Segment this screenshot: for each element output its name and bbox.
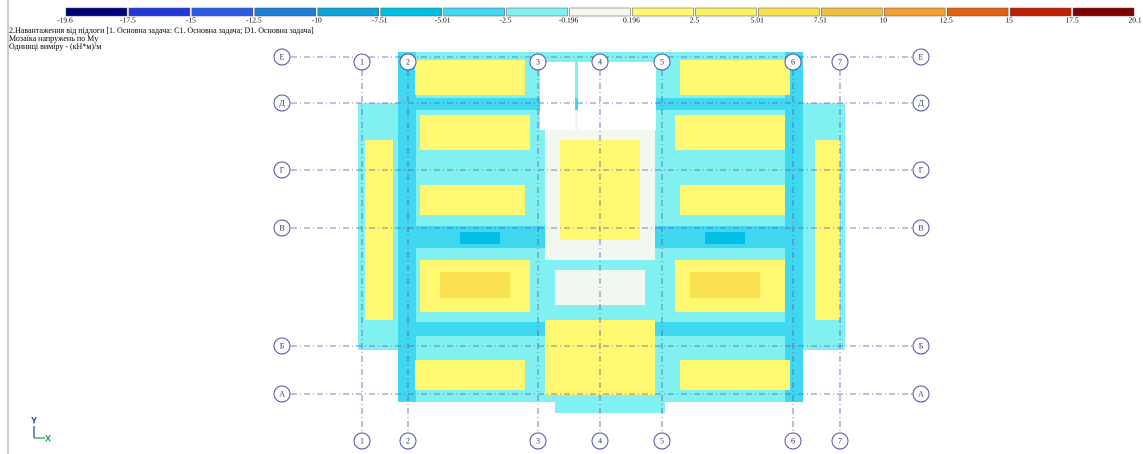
row-axis-label: Б	[280, 341, 285, 350]
column-axis-label: 1	[360, 436, 364, 445]
legend-swatch	[632, 8, 693, 16]
row-axis-label: Б	[919, 341, 924, 350]
row-axis-label: В	[918, 223, 923, 232]
row-axis-label: Г	[919, 165, 924, 174]
legend-label: 7.51	[814, 16, 827, 25]
column-axis-label: 3	[536, 436, 540, 445]
column-axis-label: 5	[660, 57, 664, 66]
header-line: Одиниці виміру - (кН*м)/м	[9, 42, 101, 51]
x-axis-label: X	[45, 433, 51, 443]
legend-label: -15	[186, 16, 196, 25]
column-axis-label: 7	[838, 436, 842, 445]
legend-label: -12.5	[246, 16, 262, 25]
row-axis-label: Д	[279, 98, 285, 107]
legend-swatch	[1073, 8, 1134, 16]
legend-label: -7.51	[372, 16, 388, 25]
legend-swatch	[66, 8, 127, 16]
legend-label: 2.5	[690, 16, 700, 25]
legend-swatch	[570, 8, 631, 16]
row-axis-label: А	[279, 389, 285, 398]
legend-label: 5.01	[751, 16, 764, 25]
column-axis-label: 6	[791, 57, 795, 66]
legend-swatch	[318, 8, 379, 16]
legend-label: -17.5	[120, 16, 136, 25]
row-axis-label: Д	[918, 98, 924, 107]
column-axis-label: 6	[791, 436, 795, 445]
legend-swatch	[758, 8, 819, 16]
legend-label: -5.01	[435, 16, 451, 25]
stress-mosaic	[358, 52, 845, 413]
legend-label: 12.5	[940, 16, 953, 25]
column-axis-label: 1	[360, 57, 364, 66]
legend-label: -19.6	[57, 16, 73, 25]
legend-swatch	[129, 8, 190, 16]
column-axis-label: 5	[660, 436, 664, 445]
row-axis-label: В	[279, 223, 284, 232]
column-axis-label: 2	[406, 57, 410, 66]
row-axis-label: Е	[280, 52, 285, 61]
legend-swatch	[255, 8, 316, 16]
legend-label: -2.5	[500, 16, 512, 25]
legend-swatch	[821, 8, 882, 16]
legend-swatch	[1010, 8, 1071, 16]
legend-swatch	[947, 8, 1008, 16]
legend-label: 15	[1005, 16, 1013, 25]
legend-swatch	[381, 8, 442, 16]
legend-swatch	[695, 8, 756, 16]
legend-label: 10	[879, 16, 887, 25]
legend-label: 20.1	[1128, 16, 1141, 25]
legend-label: 0.196	[623, 16, 640, 25]
screen: Е Е Д Д Г Г В В Б Б А А 1 1 2 2 3 3 4 4 5 5 6 6 7 7 -19.6 -17.5 -15…	[0, 0, 1143, 454]
legend-swatch	[444, 8, 505, 16]
column-axis-label: 4	[598, 57, 602, 66]
legend-label: -10	[312, 16, 322, 25]
legend-label: 17.5	[1065, 16, 1078, 25]
column-axis-label: 2	[406, 436, 410, 445]
row-axis-label: Г	[280, 165, 285, 174]
legend-swatch	[192, 8, 253, 16]
row-axis-label: Е	[919, 52, 924, 61]
column-axis-label: 7	[838, 57, 842, 66]
column-axis-label: 3	[536, 57, 540, 66]
y-axis-label: Y	[31, 415, 37, 425]
column-axis-label: 4	[598, 436, 602, 445]
row-axis-label: А	[918, 389, 924, 398]
legend-swatch	[884, 8, 945, 16]
legend-label: -0.196	[559, 16, 579, 25]
